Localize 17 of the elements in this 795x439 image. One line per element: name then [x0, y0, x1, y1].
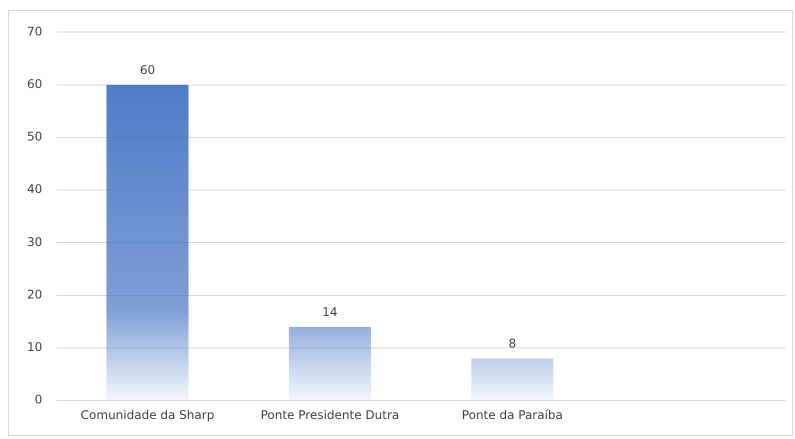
x-tick-label: Ponte Presidente Dutra [260, 408, 400, 422]
y-tick-label: 70 [26, 24, 42, 38]
x-tick-label: Comunidade da Sharp [80, 408, 214, 422]
y-tick-label: 10 [26, 340, 42, 354]
bar [106, 84, 189, 400]
data-label: 60 [140, 62, 156, 77]
y-tick-label: 0 [34, 392, 42, 407]
y-tick-label: 30 [26, 234, 42, 249]
y-tick-label: 60 [26, 76, 42, 91]
y-tick-label: 20 [26, 287, 42, 302]
data-label: 14 [322, 305, 338, 320]
y-tick-label: 40 [26, 182, 42, 196]
y-tick-label: 50 [26, 130, 42, 144]
bar [471, 358, 554, 400]
bar [288, 326, 371, 400]
x-tick-label: Ponte da Paraíba [462, 408, 563, 422]
data-label: 8 [508, 336, 516, 351]
